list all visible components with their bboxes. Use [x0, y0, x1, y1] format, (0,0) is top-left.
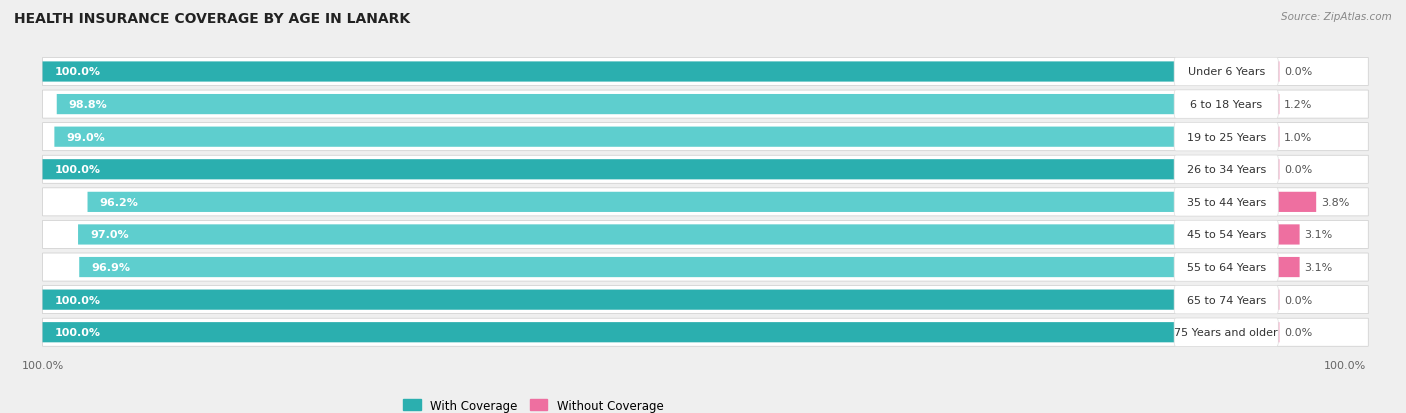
FancyBboxPatch shape [42, 286, 1368, 314]
Text: 0.0%: 0.0% [1284, 165, 1312, 175]
FancyBboxPatch shape [42, 58, 1368, 86]
Text: 0.0%: 0.0% [1284, 328, 1312, 337]
Text: 100.0%: 100.0% [55, 328, 100, 337]
Text: 35 to 44 Years: 35 to 44 Years [1187, 197, 1265, 207]
FancyBboxPatch shape [79, 257, 1226, 278]
FancyBboxPatch shape [42, 123, 1368, 151]
FancyBboxPatch shape [1174, 221, 1278, 249]
Text: Under 6 Years: Under 6 Years [1188, 67, 1265, 77]
FancyBboxPatch shape [42, 62, 1226, 83]
FancyBboxPatch shape [1174, 91, 1278, 119]
FancyBboxPatch shape [1226, 95, 1279, 115]
Text: 1.2%: 1.2% [1284, 100, 1313, 110]
Text: 97.0%: 97.0% [90, 230, 128, 240]
Text: 19 to 25 Years: 19 to 25 Years [1187, 132, 1265, 142]
Text: 100.0%: 100.0% [55, 165, 100, 175]
Text: 45 to 54 Years: 45 to 54 Years [1187, 230, 1265, 240]
Text: 96.2%: 96.2% [100, 197, 138, 207]
Text: 100.0%: 100.0% [55, 295, 100, 305]
Text: Source: ZipAtlas.com: Source: ZipAtlas.com [1281, 12, 1392, 22]
FancyBboxPatch shape [1226, 192, 1316, 212]
FancyBboxPatch shape [42, 322, 1226, 342]
Text: 98.8%: 98.8% [69, 100, 107, 110]
FancyBboxPatch shape [42, 160, 1226, 180]
FancyBboxPatch shape [42, 188, 1368, 216]
FancyBboxPatch shape [42, 318, 1368, 347]
FancyBboxPatch shape [87, 192, 1226, 212]
Text: 6 to 18 Years: 6 to 18 Years [1189, 100, 1263, 110]
FancyBboxPatch shape [56, 95, 1226, 115]
FancyBboxPatch shape [42, 156, 1368, 184]
Legend: With Coverage, Without Coverage: With Coverage, Without Coverage [398, 394, 668, 413]
Text: 0.0%: 0.0% [1284, 295, 1312, 305]
FancyBboxPatch shape [79, 225, 1226, 245]
FancyBboxPatch shape [1174, 286, 1278, 314]
FancyBboxPatch shape [1226, 257, 1299, 278]
FancyBboxPatch shape [1226, 160, 1279, 180]
FancyBboxPatch shape [1174, 123, 1278, 152]
FancyBboxPatch shape [1226, 290, 1279, 310]
Text: 0.0%: 0.0% [1284, 67, 1312, 77]
FancyBboxPatch shape [42, 221, 1368, 249]
FancyBboxPatch shape [55, 127, 1226, 147]
Text: HEALTH INSURANCE COVERAGE BY AGE IN LANARK: HEALTH INSURANCE COVERAGE BY AGE IN LANA… [14, 12, 411, 26]
Text: 75 Years and older: 75 Years and older [1174, 328, 1278, 337]
FancyBboxPatch shape [42, 254, 1368, 281]
FancyBboxPatch shape [1226, 127, 1279, 147]
FancyBboxPatch shape [1226, 225, 1299, 245]
Text: 26 to 34 Years: 26 to 34 Years [1187, 165, 1265, 175]
Text: 99.0%: 99.0% [66, 132, 105, 142]
FancyBboxPatch shape [42, 290, 1226, 310]
Text: 3.1%: 3.1% [1305, 230, 1333, 240]
Text: 55 to 64 Years: 55 to 64 Years [1187, 262, 1265, 273]
Text: 65 to 74 Years: 65 to 74 Years [1187, 295, 1265, 305]
FancyBboxPatch shape [1174, 188, 1278, 216]
Text: 3.1%: 3.1% [1305, 262, 1333, 273]
Text: 1.0%: 1.0% [1284, 132, 1312, 142]
FancyBboxPatch shape [1174, 253, 1278, 282]
FancyBboxPatch shape [1226, 322, 1279, 342]
FancyBboxPatch shape [42, 91, 1368, 119]
FancyBboxPatch shape [1174, 156, 1278, 184]
Text: 100.0%: 100.0% [55, 67, 100, 77]
Text: 3.8%: 3.8% [1320, 197, 1350, 207]
FancyBboxPatch shape [1174, 318, 1278, 347]
Text: 96.9%: 96.9% [91, 262, 131, 273]
FancyBboxPatch shape [1174, 58, 1278, 86]
FancyBboxPatch shape [1226, 62, 1279, 83]
